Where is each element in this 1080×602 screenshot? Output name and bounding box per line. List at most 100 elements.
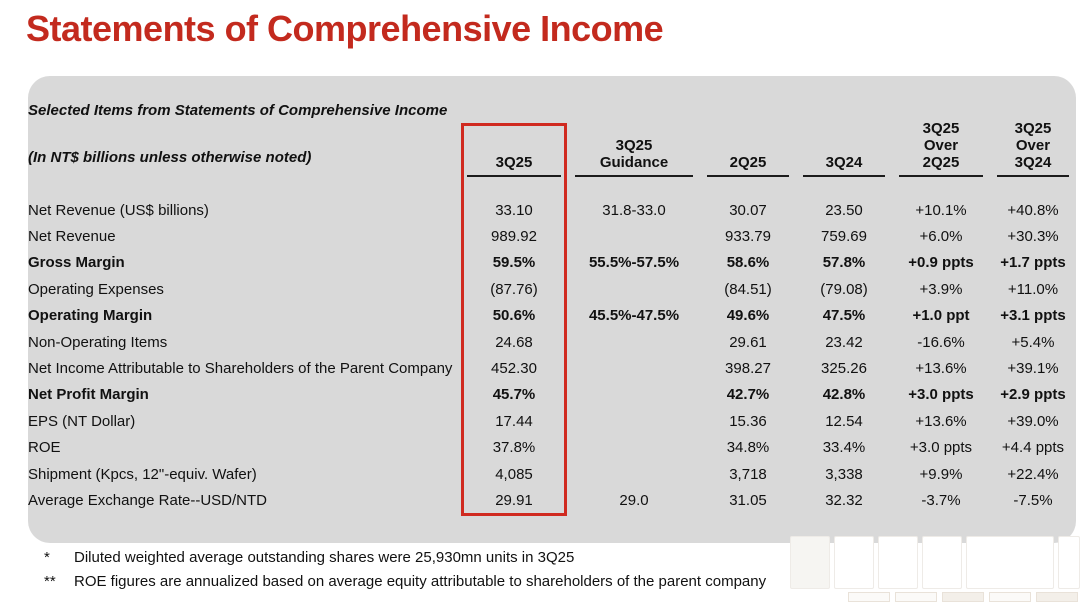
cell: 29.91 bbox=[495, 491, 533, 509]
cell: (87.76) bbox=[490, 280, 538, 298]
cell: 34.8% bbox=[726, 439, 770, 457]
table-row: EPS (NT Dollar) 17.44 15.36 12.54 +13.6%… bbox=[28, 408, 1076, 434]
faint-box bbox=[878, 536, 918, 589]
col-header-3q25-over-2q25: 3Q25 Over 2Q25 bbox=[892, 76, 990, 177]
cell: +39.1% bbox=[1007, 360, 1059, 378]
cell: -7.5% bbox=[1013, 491, 1053, 509]
row-label: Non-Operating Items bbox=[28, 333, 168, 351]
cell: 37.8% bbox=[492, 439, 536, 457]
row-label: Average Exchange Rate--USD/NTD bbox=[28, 491, 267, 509]
faint-box bbox=[790, 536, 830, 589]
faint-grid-row2 bbox=[848, 592, 1078, 602]
table-subtitle: Selected Items from Statements of Compre… bbox=[28, 102, 448, 119]
cell: +22.4% bbox=[1007, 465, 1059, 483]
table-row: Operating Expenses (87.76) (84.51) (79.0… bbox=[28, 276, 1076, 302]
cell: +39.0% bbox=[1007, 412, 1059, 430]
footnote-text: Diluted weighted average outstanding sha… bbox=[74, 549, 575, 566]
cell: +13.6% bbox=[915, 360, 967, 378]
cell: 29.61 bbox=[729, 333, 767, 351]
cell: +3.9% bbox=[919, 280, 963, 298]
page-title: Statements of Comprehensive Income bbox=[26, 8, 664, 49]
cell: +3.0 ppts bbox=[908, 386, 974, 404]
cell bbox=[568, 461, 700, 487]
faint-box bbox=[848, 592, 890, 602]
row-label: Net Profit Margin bbox=[28, 386, 149, 404]
cell: 33.10 bbox=[495, 201, 533, 219]
income-statement-table: Selected Items from Statements of Compre… bbox=[28, 76, 1076, 514]
table-header-left: Selected Items from Statements of Compre… bbox=[28, 76, 460, 177]
header-rule bbox=[997, 175, 1069, 177]
faint-box bbox=[942, 592, 984, 602]
cell: +5.4% bbox=[1011, 333, 1055, 351]
table-row: Average Exchange Rate--USD/NTD 29.91 29.… bbox=[28, 487, 1076, 513]
header-gap bbox=[28, 177, 1076, 197]
row-label: ROE bbox=[28, 439, 61, 457]
table-row: Shipment (Kpcs, 12"-equiv. Wafer) 4,085 … bbox=[28, 461, 1076, 487]
table-row: Net Revenue (US$ billions) 33.10 31.8-33… bbox=[28, 197, 1076, 223]
cell: 31.05 bbox=[729, 491, 767, 509]
table-row: Non-Operating Items 24.68 29.61 23.42 -1… bbox=[28, 329, 1076, 355]
cell: 57.8% bbox=[822, 254, 866, 272]
cell: 45.5%-47.5% bbox=[588, 307, 680, 325]
table-header-row: Selected Items from Statements of Compre… bbox=[28, 76, 1076, 177]
faint-box bbox=[989, 592, 1031, 602]
cell: +3.1 ppts bbox=[1000, 307, 1066, 325]
row-label: EPS (NT Dollar) bbox=[28, 412, 136, 430]
cell: 31.8-33.0 bbox=[602, 201, 666, 219]
table-row: Operating Margin 50.6% 45.5%-47.5% 49.6%… bbox=[28, 303, 1076, 329]
header-rule bbox=[575, 175, 693, 177]
header-rule bbox=[707, 175, 789, 177]
cell: (79.08) bbox=[820, 280, 868, 298]
footnote: ** ROE figures are annualized based on a… bbox=[44, 570, 766, 594]
financials-panel: Selected Items from Statements of Compre… bbox=[28, 76, 1076, 543]
cell: 30.07 bbox=[729, 201, 767, 219]
cell: 17.44 bbox=[495, 412, 533, 430]
faint-box bbox=[1036, 592, 1078, 602]
cell: +9.9% bbox=[919, 465, 963, 483]
cell bbox=[568, 355, 700, 381]
cell: 32.32 bbox=[825, 491, 863, 509]
cell: 59.5% bbox=[492, 254, 536, 272]
faint-box bbox=[895, 592, 937, 602]
col-header-2q25: 2Q25 bbox=[700, 76, 796, 177]
faint-box bbox=[922, 536, 962, 589]
cell: 29.0 bbox=[619, 491, 649, 509]
row-label: Net Revenue bbox=[28, 228, 116, 246]
row-label: Net Income Attributable to Shareholders … bbox=[28, 360, 453, 378]
cell: +1.0 ppt bbox=[912, 307, 970, 325]
row-label: Net Revenue (US$ billions) bbox=[28, 201, 209, 219]
cell: 55.5%-57.5% bbox=[588, 254, 680, 272]
cell: 45.7% bbox=[492, 386, 536, 404]
faint-box bbox=[1058, 536, 1080, 589]
col-header-3q24: 3Q24 bbox=[796, 76, 892, 177]
row-label: Operating Margin bbox=[28, 307, 153, 325]
cell: 50.6% bbox=[492, 307, 536, 325]
cell: 49.6% bbox=[726, 307, 770, 325]
cell: +3.0 ppts bbox=[909, 439, 973, 457]
cell: 3,338 bbox=[825, 465, 863, 483]
cell: 58.6% bbox=[726, 254, 770, 272]
cell: 325.26 bbox=[821, 360, 867, 378]
cell: 42.7% bbox=[726, 386, 770, 404]
table-row: Net Revenue 989.92 933.79 759.69 +6.0% +… bbox=[28, 223, 1076, 249]
header-rule bbox=[899, 175, 983, 177]
col-header-3q25: 3Q25 bbox=[460, 76, 568, 177]
faint-box bbox=[834, 536, 874, 589]
cell: 933.79 bbox=[725, 228, 771, 246]
cell bbox=[568, 223, 700, 249]
cell bbox=[568, 435, 700, 461]
footnote-text: ROE figures are annualized based on aver… bbox=[74, 573, 767, 590]
cell: 47.5% bbox=[822, 307, 866, 325]
cell: 759.69 bbox=[821, 228, 867, 246]
cell bbox=[568, 382, 700, 408]
header-rule bbox=[803, 175, 885, 177]
cell: +1.7 ppts bbox=[1000, 254, 1066, 272]
header-rule bbox=[467, 175, 561, 177]
row-label: Operating Expenses bbox=[28, 280, 164, 298]
cell: +11.0% bbox=[1007, 280, 1059, 298]
cell bbox=[568, 276, 700, 302]
cell: 15.36 bbox=[729, 412, 767, 430]
cell: +6.0% bbox=[919, 228, 963, 246]
cell: 3,718 bbox=[729, 465, 767, 483]
cell: 398.27 bbox=[725, 360, 771, 378]
